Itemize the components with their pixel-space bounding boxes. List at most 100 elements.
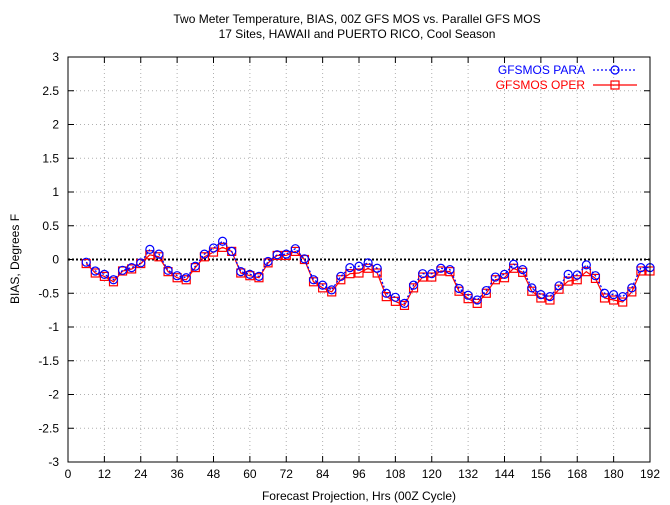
data-point (227, 246, 237, 256)
data-point (390, 292, 400, 302)
data-point (363, 258, 373, 268)
data-point (618, 297, 628, 307)
data-point (572, 275, 582, 285)
data-point (245, 269, 255, 279)
data-point (609, 290, 619, 300)
data-point (445, 265, 455, 275)
chart-subtitle: 17 Sites, HAWAII and PUERTO RICO, Cool S… (219, 27, 496, 41)
data-point (563, 276, 573, 286)
y-tick-label: 1.5 (42, 151, 59, 165)
data-point (463, 290, 473, 300)
legend-marker (610, 80, 620, 90)
data-point (499, 273, 510, 283)
y-axis-label: BIAS, Degrees F (8, 214, 22, 304)
data-point (399, 298, 410, 308)
data-point (263, 256, 273, 267)
data-point (418, 269, 428, 279)
x-tick-label: 192 (640, 467, 660, 481)
data-point (436, 263, 446, 273)
chart-title: Two Meter Temperature, BIAS, 00Z GFS MOS… (173, 12, 540, 26)
data-point (427, 269, 437, 279)
data-point (390, 296, 400, 306)
y-tick-label: 0.5 (42, 219, 59, 233)
data-point (372, 268, 382, 278)
data-point (536, 290, 546, 300)
data-point (290, 244, 300, 254)
data-point (554, 284, 564, 294)
data-point (590, 273, 601, 283)
data-point (499, 269, 510, 279)
x-tick-label: 120 (422, 467, 442, 481)
data-point (527, 283, 537, 293)
data-point (354, 268, 364, 278)
data-point (208, 247, 219, 257)
data-point (590, 271, 601, 281)
x-tick-label: 48 (207, 467, 221, 481)
x-axis-label: Forecast Projection, Hrs (00Z Cycle) (262, 489, 456, 503)
data-point (108, 275, 119, 285)
y-tick-label: 0 (52, 253, 59, 267)
data-point (381, 292, 391, 302)
y-tick-label: -1 (48, 320, 59, 334)
data-point (490, 275, 501, 285)
y-tick-label: -0.5 (38, 286, 59, 300)
data-point (408, 283, 419, 293)
data-point (572, 270, 582, 280)
data-point (190, 261, 200, 271)
data-point (318, 280, 328, 290)
data-point (490, 272, 501, 282)
data-point (481, 285, 491, 296)
data-point (81, 257, 91, 267)
series-0 (81, 236, 655, 308)
data-point (208, 243, 219, 253)
data-point (345, 269, 355, 279)
data-point (181, 273, 191, 283)
x-tick-label: 0 (65, 467, 72, 481)
data-point (299, 254, 310, 264)
data-point (354, 261, 364, 271)
data-point (327, 285, 337, 295)
data-point (454, 283, 464, 294)
data-point (199, 252, 210, 262)
data-point (627, 283, 637, 293)
data-point (563, 269, 573, 279)
legend-label: GFSMOS PARA (498, 63, 585, 77)
y-tick-label: -2 (48, 388, 59, 402)
data-point (345, 263, 355, 273)
data-point (554, 281, 564, 291)
data-point (336, 275, 346, 285)
data-point (481, 288, 491, 298)
data-point (472, 298, 482, 308)
x-tick-label: 156 (531, 467, 551, 481)
x-tick-label: 96 (352, 467, 366, 481)
data-point (272, 250, 282, 260)
data-point (154, 252, 164, 262)
data-point (154, 249, 164, 259)
x-tick-labels: 0 12 24 36 48 60 72 84 96 108 120 132 144 156 168 180 19… (65, 467, 661, 481)
data-point (254, 271, 264, 281)
y-tick-label: 2.5 (42, 84, 59, 98)
data-point (508, 259, 519, 269)
x-tick-label: 12 (98, 467, 112, 481)
data-point (99, 269, 109, 279)
y-tick-label: -3 (48, 455, 59, 469)
y-tick-labels: -3 -2.5 -2 -1.5 -1 -0.5 0 0.5 1 1.5 2 2.5 3 (38, 50, 59, 469)
data-point (90, 266, 100, 276)
x-tick-label: 108 (385, 467, 405, 481)
data-point (145, 250, 155, 260)
data-point (127, 263, 137, 273)
data-point (599, 293, 610, 303)
data-point (381, 288, 391, 298)
tick-marks (67, 56, 651, 463)
series-group (81, 236, 655, 310)
data-point (581, 260, 591, 270)
x-tick-label: 168 (567, 467, 587, 481)
data-point (281, 249, 291, 259)
x-tick-label: 72 (280, 467, 294, 481)
legend-label: GFSMOS OPER (496, 78, 586, 92)
data-point (217, 236, 228, 246)
data-point (136, 258, 146, 268)
x-tick-label: 180 (604, 467, 624, 481)
data-point (236, 267, 246, 277)
